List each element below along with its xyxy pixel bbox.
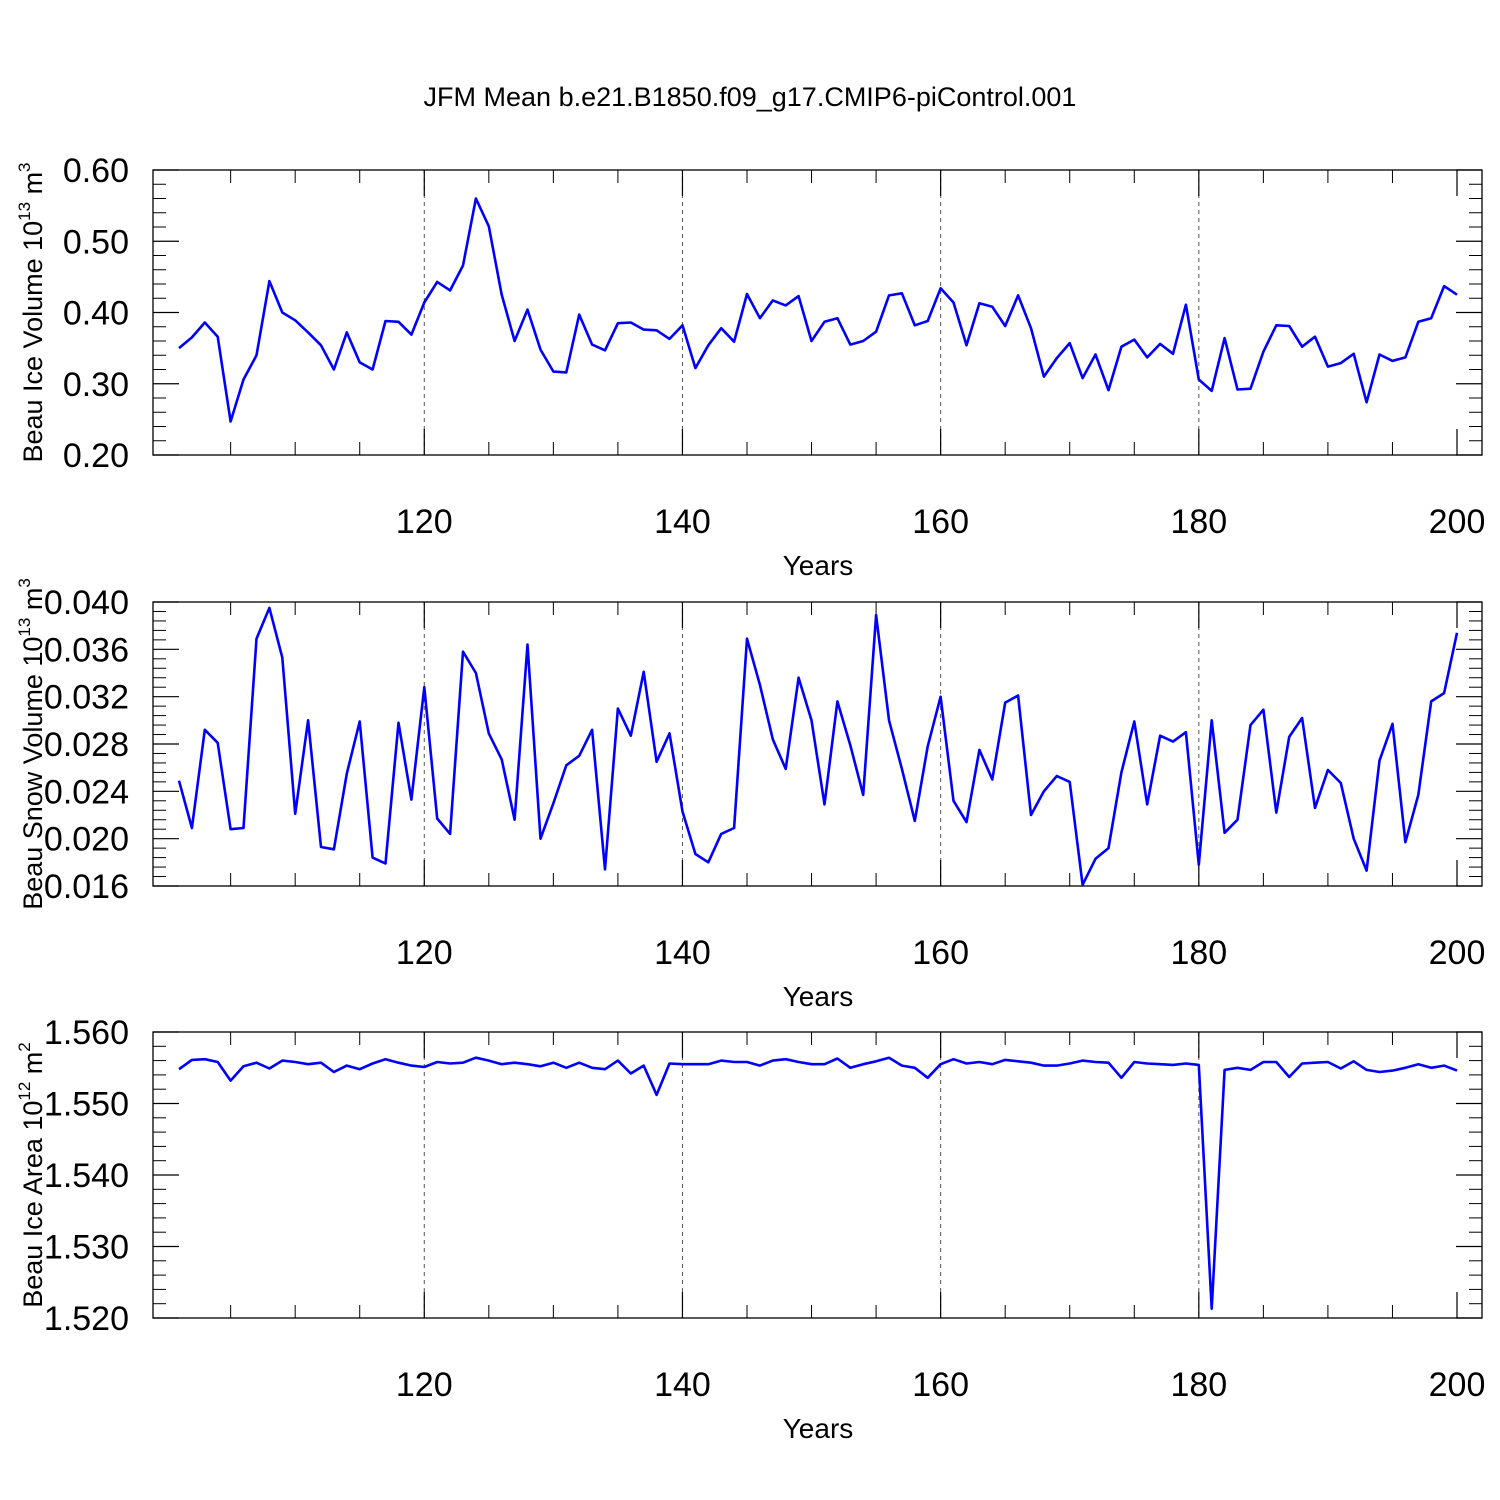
y-axis-label: Beau Ice Area 1012 m2 — [15, 1042, 48, 1308]
figure-title: JFM Mean b.e21.B1850.f09_g17.CMIP6-piCon… — [423, 82, 1077, 112]
ice-volume-panel: 0.20 0.30 0.40 0.50 0.60 120 140 160 180 200 Years… — [15, 152, 1485, 581]
y-axis-label-text: Beau Ice Area 10 — [18, 1101, 48, 1308]
x-axis-label: Years — [783, 1413, 854, 1444]
y-axis-label-text: m — [18, 172, 48, 202]
x-tick-label: 200 — [1429, 1366, 1486, 1404]
plot-frame — [152, 1031, 1483, 1319]
y-tick-label: 0.30 — [63, 366, 129, 404]
x-tick-label: 120 — [396, 934, 453, 972]
x-tick-label: 120 — [396, 1366, 453, 1404]
x-axis-label: Years — [783, 550, 854, 581]
y-tick-label: 1.560 — [44, 1014, 129, 1052]
x-tick-label: 160 — [912, 503, 969, 541]
x-tick-label: 200 — [1429, 503, 1486, 541]
x-tick-label: 160 — [912, 1366, 969, 1404]
y-tick-label: 0.40 — [63, 295, 129, 333]
x-tick-label: 140 — [654, 503, 711, 541]
x-tick-label: 140 — [654, 1366, 711, 1404]
x-axis-label: Years — [783, 981, 854, 1012]
x-tick-label: 180 — [1170, 503, 1227, 541]
y-axis-label-superscript: 12 — [15, 1082, 34, 1101]
y-tick-label: 0.016 — [44, 868, 129, 906]
series-line — [178, 1056, 1458, 1310]
y-tick-label: 0.20 — [63, 437, 129, 475]
y-tick-label: 0.020 — [44, 821, 129, 859]
x-tick-label: 140 — [654, 934, 711, 972]
y-axis-label-superscript: 13 — [15, 618, 34, 637]
y-tick-label: 1.550 — [44, 1086, 129, 1124]
y-tick-label: 0.60 — [63, 152, 129, 190]
series-line — [177, 606, 1459, 887]
y-tick-label: 1.540 — [44, 1157, 129, 1195]
y-tick-label: 0.036 — [44, 631, 129, 669]
y-axis-label-superscript: 3 — [15, 162, 34, 171]
y-axis-label-superscript: 2 — [15, 1042, 34, 1051]
series-line — [178, 197, 1458, 423]
plot-frame — [152, 169, 1483, 456]
plot-frame — [152, 601, 1483, 887]
ice-area-panel: 1.520 1.530 1.540 1.550 1.560 120 140 160 180 200… — [15, 1014, 1485, 1444]
x-tick-label: 160 — [912, 934, 969, 972]
y-axis-label-superscript: 13 — [15, 202, 34, 221]
x-tick-label: 180 — [1170, 1366, 1227, 1404]
y-tick-label: 0.028 — [44, 726, 129, 764]
snow-volume-panel: 0.016 0.020 0.024 0.028 0.032 0.036 0.040 120 14… — [15, 578, 1485, 1012]
y-tick-label: 0.032 — [44, 679, 129, 717]
y-tick-label: 1.520 — [44, 1300, 129, 1338]
y-axis-label-text: Beau Snow Volume 10 — [18, 637, 48, 910]
y-tick-label: 1.530 — [44, 1229, 129, 1267]
y-axis-label-text: m — [18, 1052, 48, 1082]
x-tick-label: 180 — [1170, 934, 1227, 972]
y-axis-label-text: m — [18, 588, 48, 618]
y-axis-label-text: Beau Ice Volume 10 — [18, 221, 48, 463]
y-axis-label: Beau Snow Volume 1013 m3 — [15, 578, 48, 910]
y-tick-label: 0.024 — [44, 773, 129, 811]
y-tick-label: 0.040 — [44, 584, 129, 622]
y-axis-label-superscript: 3 — [15, 578, 34, 587]
y-axis-label: Beau Ice Volume 1013 m3 — [15, 162, 48, 462]
x-tick-label: 120 — [396, 503, 453, 541]
y-tick-label: 0.50 — [63, 223, 129, 261]
x-tick-label: 200 — [1429, 934, 1486, 972]
